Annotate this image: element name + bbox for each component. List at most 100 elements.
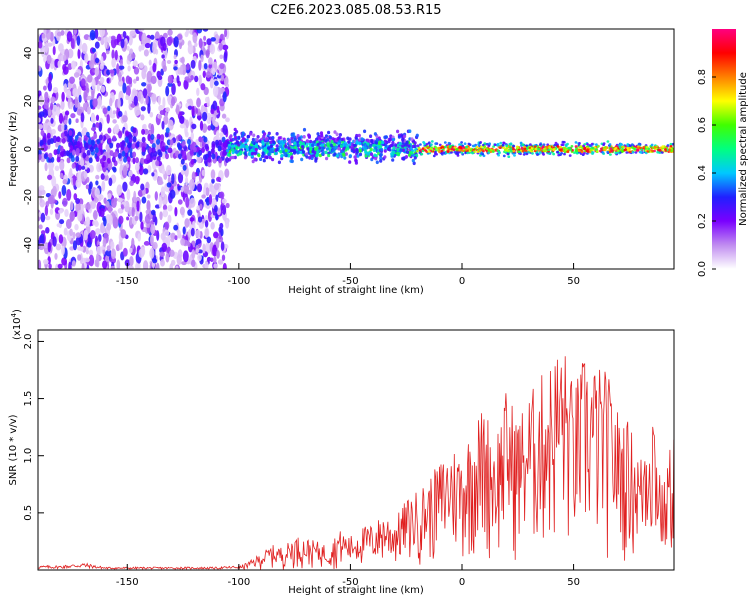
spectrogram-cell <box>418 151 422 154</box>
spectrogram-cell <box>506 152 510 156</box>
spectrogram-cell <box>39 139 44 146</box>
spectrogram-cell <box>72 240 78 251</box>
spectrogram-cell <box>493 143 497 147</box>
spectrogram-cell <box>591 146 595 150</box>
spectrogram-cell <box>61 245 65 256</box>
spectrogram-cell <box>43 100 49 110</box>
spectrogram-cell <box>127 265 134 269</box>
spectrogram-cell <box>373 132 377 136</box>
spectrogram-cell <box>438 150 441 153</box>
spectrogram-cell <box>167 82 173 87</box>
spectrogram-cell <box>94 187 100 198</box>
spectrogram-cell <box>297 136 301 141</box>
spectrogram-cell <box>370 139 374 144</box>
spectrogram-cell <box>437 147 441 150</box>
spectrogram-cell <box>312 140 316 145</box>
spectrogram-cell <box>81 147 86 154</box>
snr-series-line <box>38 356 674 570</box>
spectrogram-cell <box>95 174 100 180</box>
spectrogram-cell <box>268 155 272 160</box>
snr-scale-label: (x104) <box>10 309 23 340</box>
spectrogram-cell <box>483 142 487 145</box>
spectrogram-cell <box>542 143 546 146</box>
spectrogram-cell <box>590 142 594 146</box>
spectrogram-cell <box>143 241 150 246</box>
spectrogram-cell <box>50 96 56 104</box>
spectrogram-cell <box>411 144 415 149</box>
spectrogram-cell <box>43 144 48 151</box>
spectrogram-cell <box>267 146 271 150</box>
spectrogram-cell <box>575 149 578 153</box>
spectrogram-cell <box>221 113 227 119</box>
spectrogram-cell <box>195 107 199 114</box>
spectrogram-cell <box>177 134 182 141</box>
spectrogram-cell <box>502 141 505 145</box>
spectrogram-cell <box>159 251 165 257</box>
spectrogram-cell <box>620 150 624 153</box>
spectrogram-cell <box>279 144 283 149</box>
spectrogram-cell <box>110 265 115 269</box>
spectrogram-cell <box>391 135 395 140</box>
spectrogram-cell <box>327 153 331 158</box>
spectrogram-cell <box>165 153 169 160</box>
spectrogram-cell <box>196 97 201 108</box>
spectrogram-cell <box>278 140 283 144</box>
spectrogram-cell <box>95 253 100 264</box>
spectrogram-cell <box>88 59 95 69</box>
spectrogram-cell <box>217 145 222 152</box>
spectrogram-cell <box>48 73 52 84</box>
spectrogram-cell <box>109 69 115 74</box>
spectrogram-cell <box>625 151 629 154</box>
spectrogram-cell <box>542 153 545 156</box>
y-tick-label: 2.0 <box>23 333 34 349</box>
spectrogram-cell <box>191 105 195 117</box>
spectrogram-cell <box>255 137 259 142</box>
spectrogram-cell <box>653 146 657 149</box>
colorbar-ticks: 0.0 0.2 0.4 0.6 0.8 <box>697 69 716 277</box>
spectrogram-cell <box>201 218 206 223</box>
spectrogram-cell <box>502 146 506 149</box>
spectrogram-cell <box>60 99 65 110</box>
spectrogram-cell <box>498 146 502 149</box>
spectrogram-cell <box>164 111 169 118</box>
spectrogram-cell <box>106 245 111 252</box>
spectrogram-cell <box>82 152 87 159</box>
spectrogram-cell <box>62 197 68 207</box>
spectrogram-cell <box>197 254 202 262</box>
spectrogram-cell <box>337 146 341 151</box>
spectrogram-cell <box>221 254 226 261</box>
spectrogram-cell <box>369 152 374 156</box>
spectrogram-cell <box>186 78 192 83</box>
spectrogram-cell <box>84 257 90 263</box>
spectrogram-cell <box>160 68 164 76</box>
spectrogram-cell <box>610 150 614 153</box>
spectrogram-cell <box>541 145 545 148</box>
spectrogram-cell <box>63 83 68 93</box>
spectrogram-cell <box>108 177 113 187</box>
spectrogram-cell <box>570 145 574 148</box>
spectrogram-cell <box>424 149 428 152</box>
spectrogram-cell <box>446 150 450 153</box>
spectrogram-cell <box>205 49 210 59</box>
spectrogram-cell <box>61 91 65 102</box>
spectrogram-cell <box>169 139 174 146</box>
spectrogram-cell <box>290 139 294 144</box>
spectrogram-cell <box>578 149 581 153</box>
spectrogram-cell <box>45 226 50 234</box>
spectrogram-cell <box>204 228 209 238</box>
spectrogram-cell <box>219 62 225 70</box>
spectrogram-cell <box>174 59 178 65</box>
spectrogram-cell <box>348 154 352 158</box>
spectrogram-cell <box>287 146 291 150</box>
spectrogram-cell <box>316 142 320 147</box>
spectrogram-cell <box>98 233 102 243</box>
spectrogram-cell <box>426 146 430 150</box>
spectrogram-cell <box>56 223 62 228</box>
spectrogram-cell <box>95 228 101 235</box>
spectrogram-cell <box>492 145 495 148</box>
spectrogram-cell <box>207 161 212 168</box>
spectrogram-cell <box>569 148 573 151</box>
spectrogram-cell <box>86 106 91 115</box>
spectrogram-cell <box>171 83 176 96</box>
spectrogram-cell <box>410 151 414 155</box>
